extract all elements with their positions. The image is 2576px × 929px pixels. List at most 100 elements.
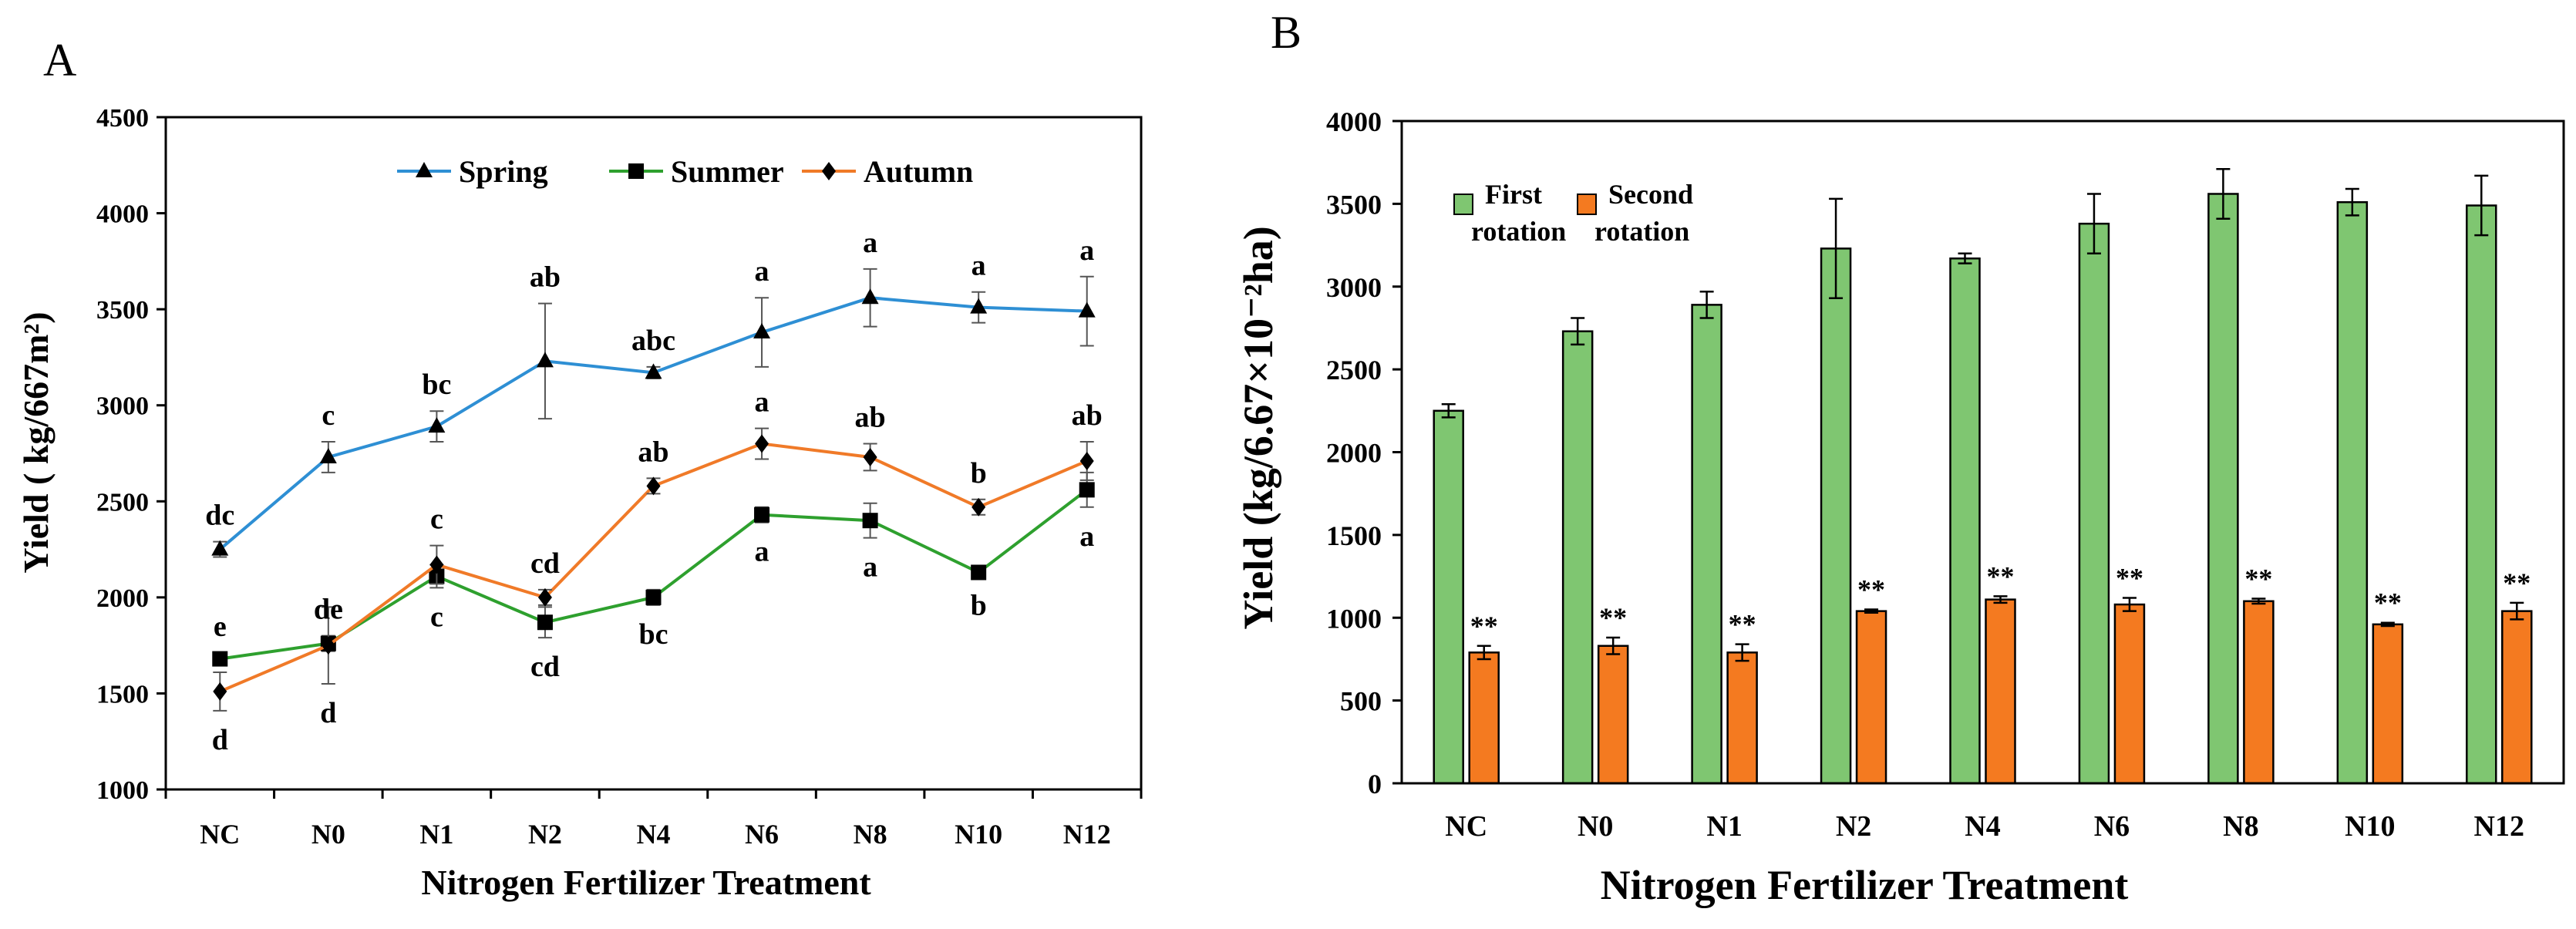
data-point-summer-nc [212, 651, 228, 667]
significance-annotation: ** [2503, 567, 2531, 598]
significance-annotation: ** [1729, 609, 1756, 640]
bar-second-nc [1468, 651, 1500, 785]
legend-marker [628, 163, 644, 179]
legend-label: Spring [459, 154, 548, 189]
y-tick-label: 1500 [1326, 520, 1382, 551]
legend-item-spring: Spring [397, 154, 548, 189]
significance-letter: a [755, 386, 769, 419]
data-point-summer-n4 [645, 589, 662, 605]
y-tick-label: 3500 [96, 296, 149, 325]
legend-item-autumn: Autumn [802, 154, 973, 189]
x-tick-label: N4 [1965, 810, 2000, 843]
panel-a-legend: Spring Summer Autumn [397, 154, 973, 189]
y-tick-label: 4000 [96, 200, 149, 229]
significance-letter: a [755, 255, 769, 288]
legend-item-summer: Summer [609, 154, 784, 189]
bar-second-n8 [2243, 600, 2275, 785]
significance-annotation: ** [2116, 562, 2143, 593]
panel-b-y-axis-title: Yield (kg/6.67×10⁻²ha) [1235, 226, 1281, 630]
bar-first-n12 [2466, 204, 2497, 785]
y-tick-label: 1000 [96, 776, 149, 805]
data-point-autumn-n12 [1079, 451, 1094, 470]
data-point-autumn-n6 [755, 434, 769, 453]
x-tick-label: N2 [1836, 810, 1871, 843]
data-point-autumn-n1 [429, 555, 444, 574]
significance-letter: a [1079, 520, 1094, 553]
bar-second-n6 [2113, 603, 2146, 785]
x-tick-label: N8 [854, 819, 887, 850]
legend-swatch [1577, 194, 1597, 215]
y-tick-label: 3000 [1326, 272, 1382, 303]
y-tick-label: 500 [1340, 686, 1382, 717]
bar-second-n1 [1726, 651, 1758, 785]
y-tick-label: 0 [1368, 769, 1382, 799]
data-point-spring-n10 [970, 298, 988, 314]
bar-first-n10 [2336, 200, 2369, 785]
x-tick-label: N8 [2223, 810, 2258, 843]
y-tick-label: 2500 [1326, 355, 1382, 385]
significance-letter: dc [205, 500, 234, 532]
significance-letter: c [430, 601, 443, 633]
data-point-summer-n8 [862, 513, 878, 529]
data-point-spring-n0 [319, 447, 337, 463]
legend-swatch [1453, 194, 1473, 215]
data-point-autumn-n4 [646, 476, 661, 496]
significance-letter: a [1079, 234, 1094, 267]
bar-first-n1 [1691, 304, 1722, 785]
significance-letter: a [863, 227, 877, 259]
panel-a-plot-frame [164, 116, 1143, 791]
bar-series-second-rotation: ** ** ** ** ** ** ** ** ** [1468, 560, 2533, 785]
y-tick-label: 1000 [1326, 603, 1382, 634]
significance-letter: ab [638, 436, 668, 468]
significance-letter: d [212, 724, 228, 756]
x-tick-label: N4 [637, 819, 671, 850]
legend-marker [416, 162, 433, 177]
significance-letter: bc [422, 369, 451, 401]
y-tick-label: 2500 [96, 488, 149, 517]
series-autumn [213, 427, 1094, 712]
x-tick-label: N2 [528, 819, 562, 850]
significance-letter: a [755, 536, 769, 568]
data-point-autumn-nc [213, 682, 227, 701]
panel-a-label: A [43, 35, 76, 86]
significance-annotation: ** [2244, 564, 2272, 594]
y-tick-label: 2000 [1326, 438, 1382, 469]
data-point-spring-n2 [536, 352, 554, 368]
bar-first-nc [1433, 409, 1464, 785]
bar-first-n2 [1820, 247, 1852, 785]
significance-letter: cd [530, 651, 560, 683]
legend-label-line-1: First [1485, 179, 1542, 210]
data-point-autumn-n10 [971, 497, 986, 517]
panel-b-x-axis-ticks: NC N0 N1 N2 N4 N6 N8 N10 N12 [1445, 810, 2524, 843]
x-tick-label: N0 [311, 819, 345, 850]
x-tick-label: N12 [1063, 819, 1111, 850]
data-point-autumn-n0 [321, 636, 335, 655]
data-point-spring-n1 [428, 417, 446, 433]
bar-second-n2 [1855, 610, 1887, 785]
x-tick-label: N10 [955, 819, 1002, 850]
significance-annotation: ** [1987, 560, 2015, 591]
significance-annotation: ** [2374, 587, 2402, 618]
significance-letter: c [322, 399, 335, 432]
x-tick-label: N1 [419, 819, 453, 850]
panel-b-label: B [1271, 7, 1301, 58]
bar-series-first-rotation [1433, 168, 2497, 785]
panel-b-bars-group: ** ** ** ** ** ** ** ** ** [1433, 168, 2533, 785]
significance-letter: c [430, 503, 443, 536]
y-tick-label: 3000 [96, 392, 149, 421]
bar-first-n6 [2078, 222, 2110, 785]
data-point-summer-n10 [971, 564, 987, 581]
bar-second-n10 [2372, 623, 2404, 785]
x-tick-label: N1 [1706, 810, 1742, 843]
panel-a-x-axis-ticks: NC N0 N1 N2 N4 N6 N8 N10 N12 [164, 789, 1143, 850]
legend-item-first-rotation: First rotation [1453, 179, 1566, 247]
x-tick-label: N6 [745, 819, 779, 850]
panel-b-legend: First rotation Second rotation [1453, 179, 1693, 247]
panel-b-bar-chart: B ** ** ** ** ** ** ** ** ** 0 500 1000 1500 2000 250… [1235, 7, 2565, 908]
significance-letter: a [863, 551, 877, 584]
significance-letter: abc [631, 325, 675, 357]
bar-first-n0 [1561, 330, 1594, 785]
bar-first-n8 [2207, 193, 2239, 785]
